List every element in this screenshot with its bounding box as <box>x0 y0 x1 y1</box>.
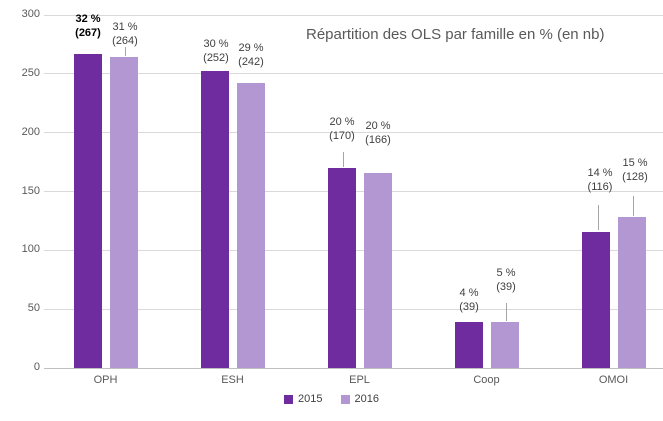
leader-line-2016-OMOI <box>633 196 634 216</box>
x-axis-label-OPH: OPH <box>93 374 118 386</box>
data-label-2016-EPL: 20 % (166) <box>365 120 391 146</box>
data-label-2015-OMOI: 14 % (116) <box>587 167 613 193</box>
bar-2015-ESH <box>200 71 229 368</box>
bar-2015-OMOI <box>581 231 610 368</box>
legend: 2015 2016 <box>0 393 663 405</box>
bar-2015-OPH <box>73 53 102 368</box>
legend-swatch-2015 <box>284 394 294 404</box>
data-label-2015-ESH: 30 % (252) <box>203 38 229 64</box>
data-label-2015-EPL: 20 % (170) <box>329 116 355 142</box>
legend-item-2015: 2015 <box>284 393 323 405</box>
bar-2016-OPH <box>109 57 138 368</box>
leader-line-2015-OMOI <box>598 205 599 230</box>
gridline-250 <box>44 73 663 75</box>
x-axis-label-OMOI: OMOI <box>598 374 629 386</box>
data-label-2016-OPH: 31 % (264) <box>112 21 138 47</box>
gridline-300 <box>44 14 663 16</box>
bar-2016-ESH <box>236 83 265 368</box>
gridline-200 <box>44 132 663 134</box>
bar-2015-EPL <box>327 167 356 368</box>
leader-line-2015-EPL <box>343 152 344 167</box>
data-label-2015-OPH: 32 % (267) <box>75 13 101 39</box>
data-label-2016-ESH: 29 % (242) <box>238 42 264 68</box>
data-label-2016-OMOI: 15 % (128) <box>622 157 648 183</box>
legend-swatch-2016 <box>340 394 350 404</box>
y-axis-label-150: 150 <box>21 184 40 197</box>
bar-2016-EPL <box>363 172 392 368</box>
legend-label-2015: 2015 <box>298 393 323 405</box>
x-axis-label-ESH: ESH <box>221 374 244 386</box>
y-axis-label-50: 50 <box>27 302 40 315</box>
legend-label-2016: 2016 <box>354 393 379 405</box>
data-label-2015-Coop: 4 % (39) <box>459 287 479 313</box>
bar-2016-Coop <box>490 322 519 368</box>
x-axis-label-EPL: EPL <box>349 374 370 386</box>
data-label-2016-Coop: 5 % (39) <box>496 267 516 293</box>
leader-line-2016-OPH <box>125 47 126 56</box>
legend-item-2016: 2016 <box>340 393 379 405</box>
y-axis-label-100: 100 <box>21 243 40 256</box>
y-axis-label-300: 300 <box>21 8 40 20</box>
chart-title: Répartition des OLS par famille en % (en… <box>306 26 605 43</box>
bar-2016-OMOI <box>617 217 646 368</box>
leader-line-2016-Coop <box>506 303 507 321</box>
y-axis-label-200: 200 <box>21 125 40 138</box>
x-axis-line <box>44 367 663 369</box>
bar-2015-Coop <box>454 322 483 368</box>
y-axis-label-250: 250 <box>21 66 40 79</box>
x-axis-label-Coop: Coop <box>473 374 500 386</box>
y-axis-label-0: 0 <box>33 361 40 373</box>
